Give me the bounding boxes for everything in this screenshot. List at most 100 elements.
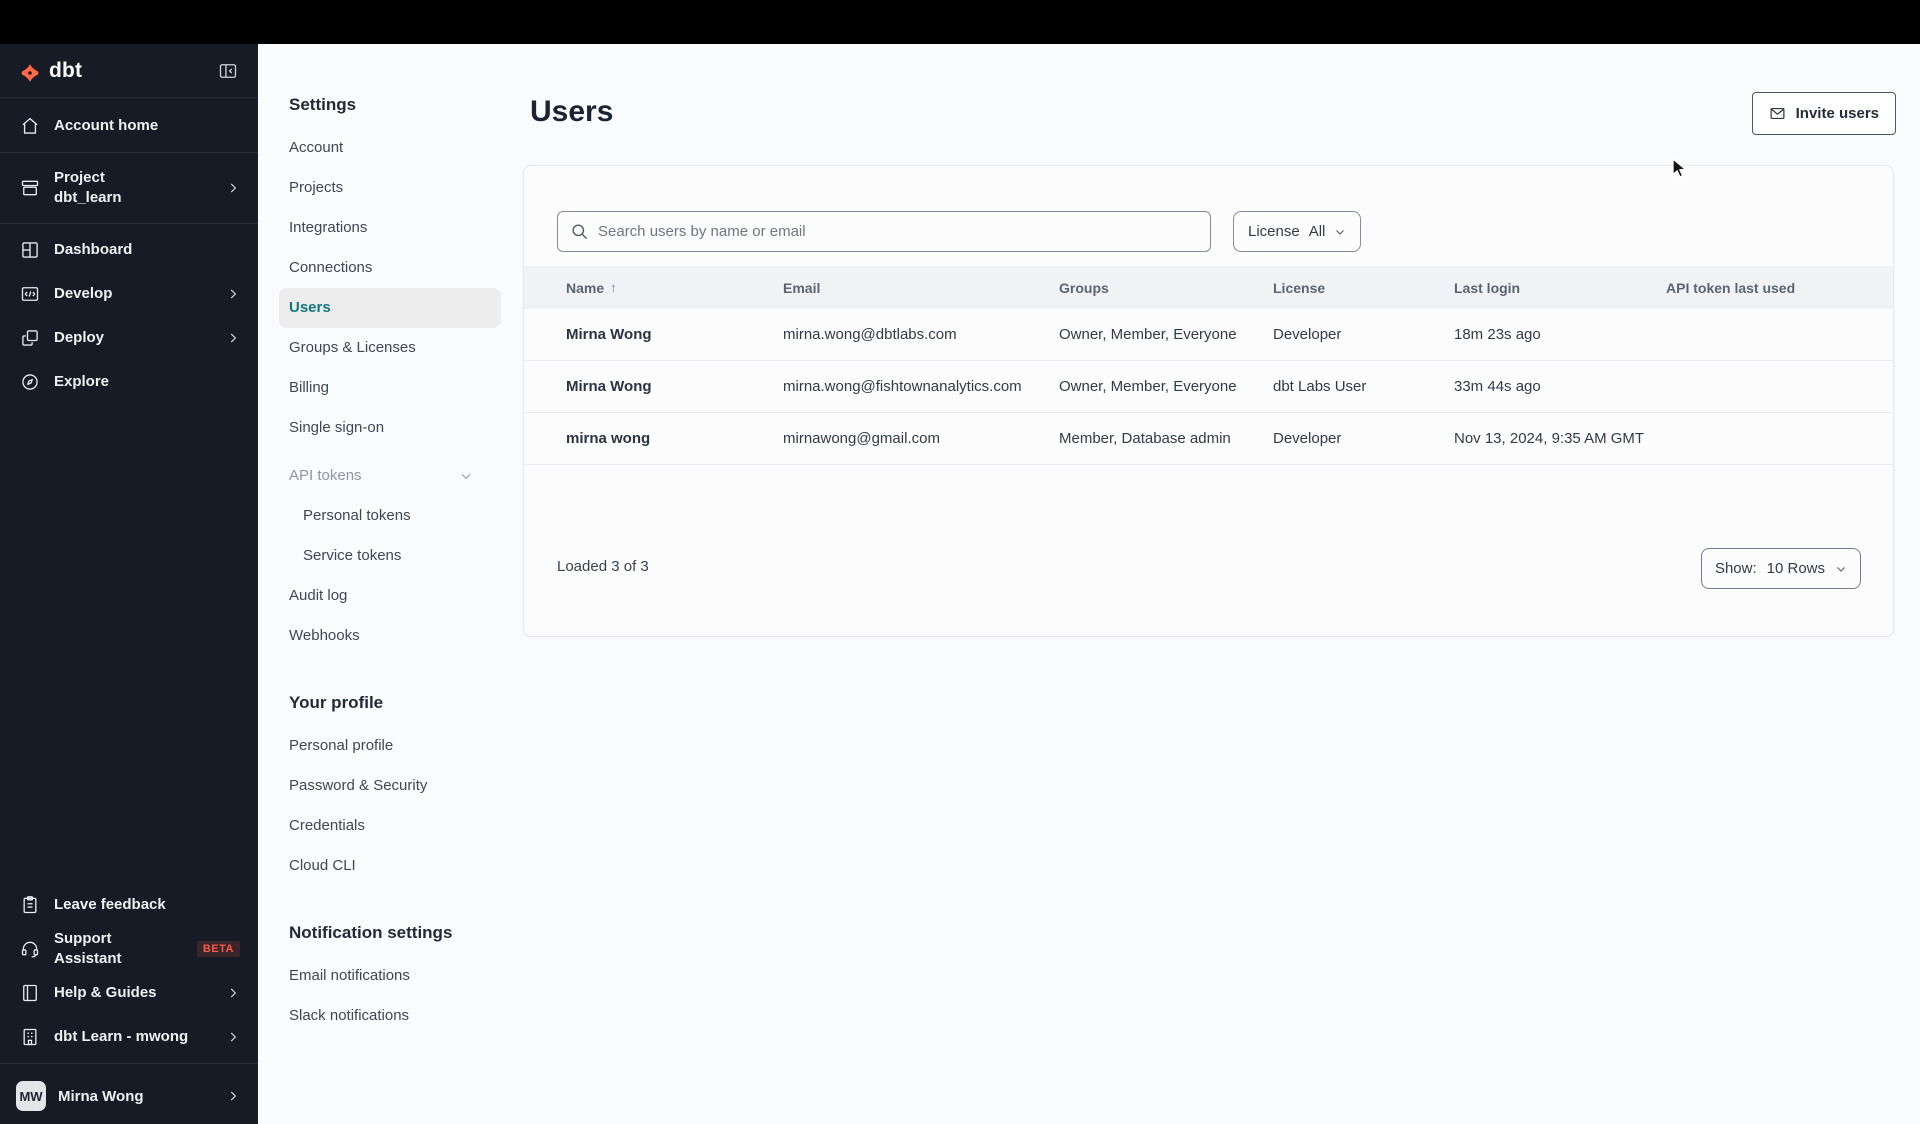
- nav-item-label: Slack notifications: [289, 1007, 410, 1024]
- nav-item-label: Email notifications: [289, 967, 410, 984]
- nav-item-label: Integrations: [289, 219, 368, 236]
- invite-users-label: Invite users: [1795, 105, 1879, 122]
- app-sidebar: dbt Account home: [0, 44, 258, 1124]
- column-label: License: [1273, 279, 1326, 296]
- sidebar-footer-nav: Leave feedback Support Assistant BETA: [0, 877, 258, 1059]
- table-row[interactable]: Mirna Wong mirna.wong@dbtlabs.com Owner,…: [524, 309, 1893, 361]
- nav-item-label: Connections: [289, 259, 373, 276]
- headset-icon: [20, 939, 40, 959]
- chevron-down-icon: [1835, 563, 1847, 575]
- sidebar-item-develop[interactable]: Develop: [0, 272, 258, 316]
- settings-nav-item-webhooks[interactable]: Webhooks: [279, 616, 501, 656]
- settings-nav: Settings Account Projects Integrations C…: [279, 92, 501, 1036]
- sidebar-item-project[interactable]: Project dbt_learn: [0, 157, 258, 219]
- table-row[interactable]: mirna wong mirnawong@gmail.com Member, D…: [524, 413, 1893, 465]
- sidebar-item-explore[interactable]: Explore: [0, 360, 258, 404]
- rows-per-page-value: 10 Rows: [1766, 560, 1825, 577]
- settings-nav-item-email-notifications[interactable]: Email notifications: [279, 956, 501, 996]
- divider: [0, 1063, 258, 1064]
- settings-nav-item-integrations[interactable]: Integrations: [279, 208, 501, 248]
- sidebar-item-label: Dashboard: [54, 241, 133, 258]
- nav-item-label: Password & Security: [289, 777, 428, 794]
- archive-box-icon: [20, 178, 40, 198]
- settings-nav-item-slack-notifications[interactable]: Slack notifications: [279, 996, 501, 1036]
- cell-name: mirna wong: [566, 430, 651, 447]
- column-header-groups[interactable]: Groups: [1059, 280, 1273, 296]
- nav-item-label: Cloud CLI: [289, 857, 356, 874]
- cell-license: Developer: [1273, 430, 1342, 447]
- sidebar-item-label: Explore: [54, 373, 110, 390]
- settings-nav-item-projects[interactable]: Projects: [279, 168, 501, 208]
- home-icon: [20, 116, 40, 136]
- sidebar-item-dbt-learn[interactable]: dbt Learn - mwong: [0, 1015, 258, 1059]
- nav-item-label: Users: [289, 299, 331, 316]
- license-filter-value: All: [1308, 223, 1326, 240]
- column-header-name[interactable]: Name ↑: [566, 280, 783, 296]
- dbt-logo: dbt: [20, 59, 82, 83]
- cell-name: Mirna Wong: [566, 378, 652, 395]
- settings-nav-item-personal-profile[interactable]: Personal profile: [279, 726, 501, 766]
- users-card: License All Name ↑ Email Groups License …: [523, 165, 1894, 637]
- column-header-email[interactable]: Email: [783, 280, 1059, 296]
- nav-item-label: Groups & Licenses: [289, 339, 416, 356]
- license-filter-dropdown[interactable]: License All: [1233, 211, 1362, 252]
- search-filter-row: License All: [557, 211, 1860, 252]
- sidebar-item-leave-feedback[interactable]: Leave feedback: [0, 883, 258, 927]
- main-area: Settings Account Projects Integrations C…: [258, 44, 1920, 1124]
- project-name: dbt_learn: [54, 189, 122, 206]
- sidebar-user-menu[interactable]: MW Mirna Wong: [0, 1068, 258, 1124]
- settings-nav-item-personal-tokens[interactable]: Personal tokens: [279, 496, 501, 536]
- sidebar-item-help-guides[interactable]: Help & Guides: [0, 971, 258, 1015]
- table-row[interactable]: Mirna Wong mirna.wong@fishtownanalytics.…: [524, 361, 1893, 413]
- settings-nav-item-connections[interactable]: Connections: [279, 248, 501, 288]
- settings-nav-item-credentials[interactable]: Credentials: [279, 806, 501, 846]
- sidebar-item-label: Account home: [54, 117, 159, 134]
- sort-ascending-icon: ↑: [610, 280, 617, 295]
- chevron-right-icon: [226, 1089, 240, 1103]
- user-name: Mirna Wong: [58, 1087, 144, 1105]
- column-header-license[interactable]: License: [1273, 280, 1454, 296]
- search-users-input[interactable]: [557, 211, 1211, 252]
- chevron-right-icon: [226, 181, 240, 195]
- overlapping-squares-icon: [20, 328, 40, 348]
- sidebar-item-label: Help & Guides: [54, 984, 157, 1001]
- sidebar-item-label: Develop: [54, 285, 113, 302]
- settings-nav-item-groups-licenses[interactable]: Groups & Licenses: [279, 328, 501, 368]
- settings-nav-item-billing[interactable]: Billing: [279, 368, 501, 408]
- settings-nav-heading: Notification settings: [289, 923, 453, 942]
- cell-license: Developer: [1273, 326, 1342, 343]
- settings-nav-item-account[interactable]: Account: [279, 128, 501, 168]
- sidebar-item-label: Leave feedback: [54, 896, 166, 913]
- settings-nav-group-api-tokens[interactable]: API tokens: [279, 456, 501, 496]
- rows-per-page-dropdown[interactable]: Show: 10 Rows: [1700, 548, 1861, 589]
- avatar: MW: [16, 1081, 46, 1111]
- settings-nav-item-audit-log[interactable]: Audit log: [279, 576, 501, 616]
- nav-item-label: API tokens: [289, 467, 362, 484]
- license-filter-label: License: [1248, 223, 1300, 240]
- settings-nav-item-single-sign-on[interactable]: Single sign-on: [279, 408, 501, 448]
- column-header-api-token[interactable]: API token last used: [1666, 280, 1893, 296]
- settings-nav-item-cloud-cli[interactable]: Cloud CLI: [279, 846, 501, 886]
- envelope-icon: [1769, 105, 1786, 122]
- collapse-sidebar-icon[interactable]: [218, 61, 238, 81]
- column-header-last-login[interactable]: Last login: [1454, 280, 1666, 296]
- settings-nav-item-users[interactable]: Users: [279, 288, 501, 328]
- cell-license: dbt Labs User: [1273, 378, 1367, 395]
- dbt-logo-icon: [20, 61, 40, 82]
- settings-nav-item-password-security[interactable]: Password & Security: [279, 766, 501, 806]
- nav-item-label: Audit log: [289, 587, 348, 604]
- search-box: [557, 211, 1211, 252]
- invite-users-button[interactable]: Invite users: [1751, 92, 1896, 135]
- search-icon: [570, 222, 589, 241]
- sidebar-item-dashboard[interactable]: Dashboard: [0, 228, 258, 272]
- settings-nav-item-service-tokens[interactable]: Service tokens: [279, 536, 501, 576]
- sidebar-item-deploy[interactable]: Deploy: [0, 316, 258, 360]
- beta-badge: BETA: [196, 941, 240, 957]
- sidebar-item-support-assistant[interactable]: Support Assistant BETA: [0, 927, 258, 971]
- settings-nav-heading: Settings: [289, 95, 357, 114]
- sidebar-item-account-home[interactable]: Account home: [0, 104, 258, 148]
- chevron-right-icon: [226, 986, 240, 1000]
- book-icon: [20, 983, 40, 1003]
- cell-last-login: 18m 23s ago: [1454, 326, 1541, 343]
- loaded-status-text: Loaded 3 of 3: [557, 558, 649, 575]
